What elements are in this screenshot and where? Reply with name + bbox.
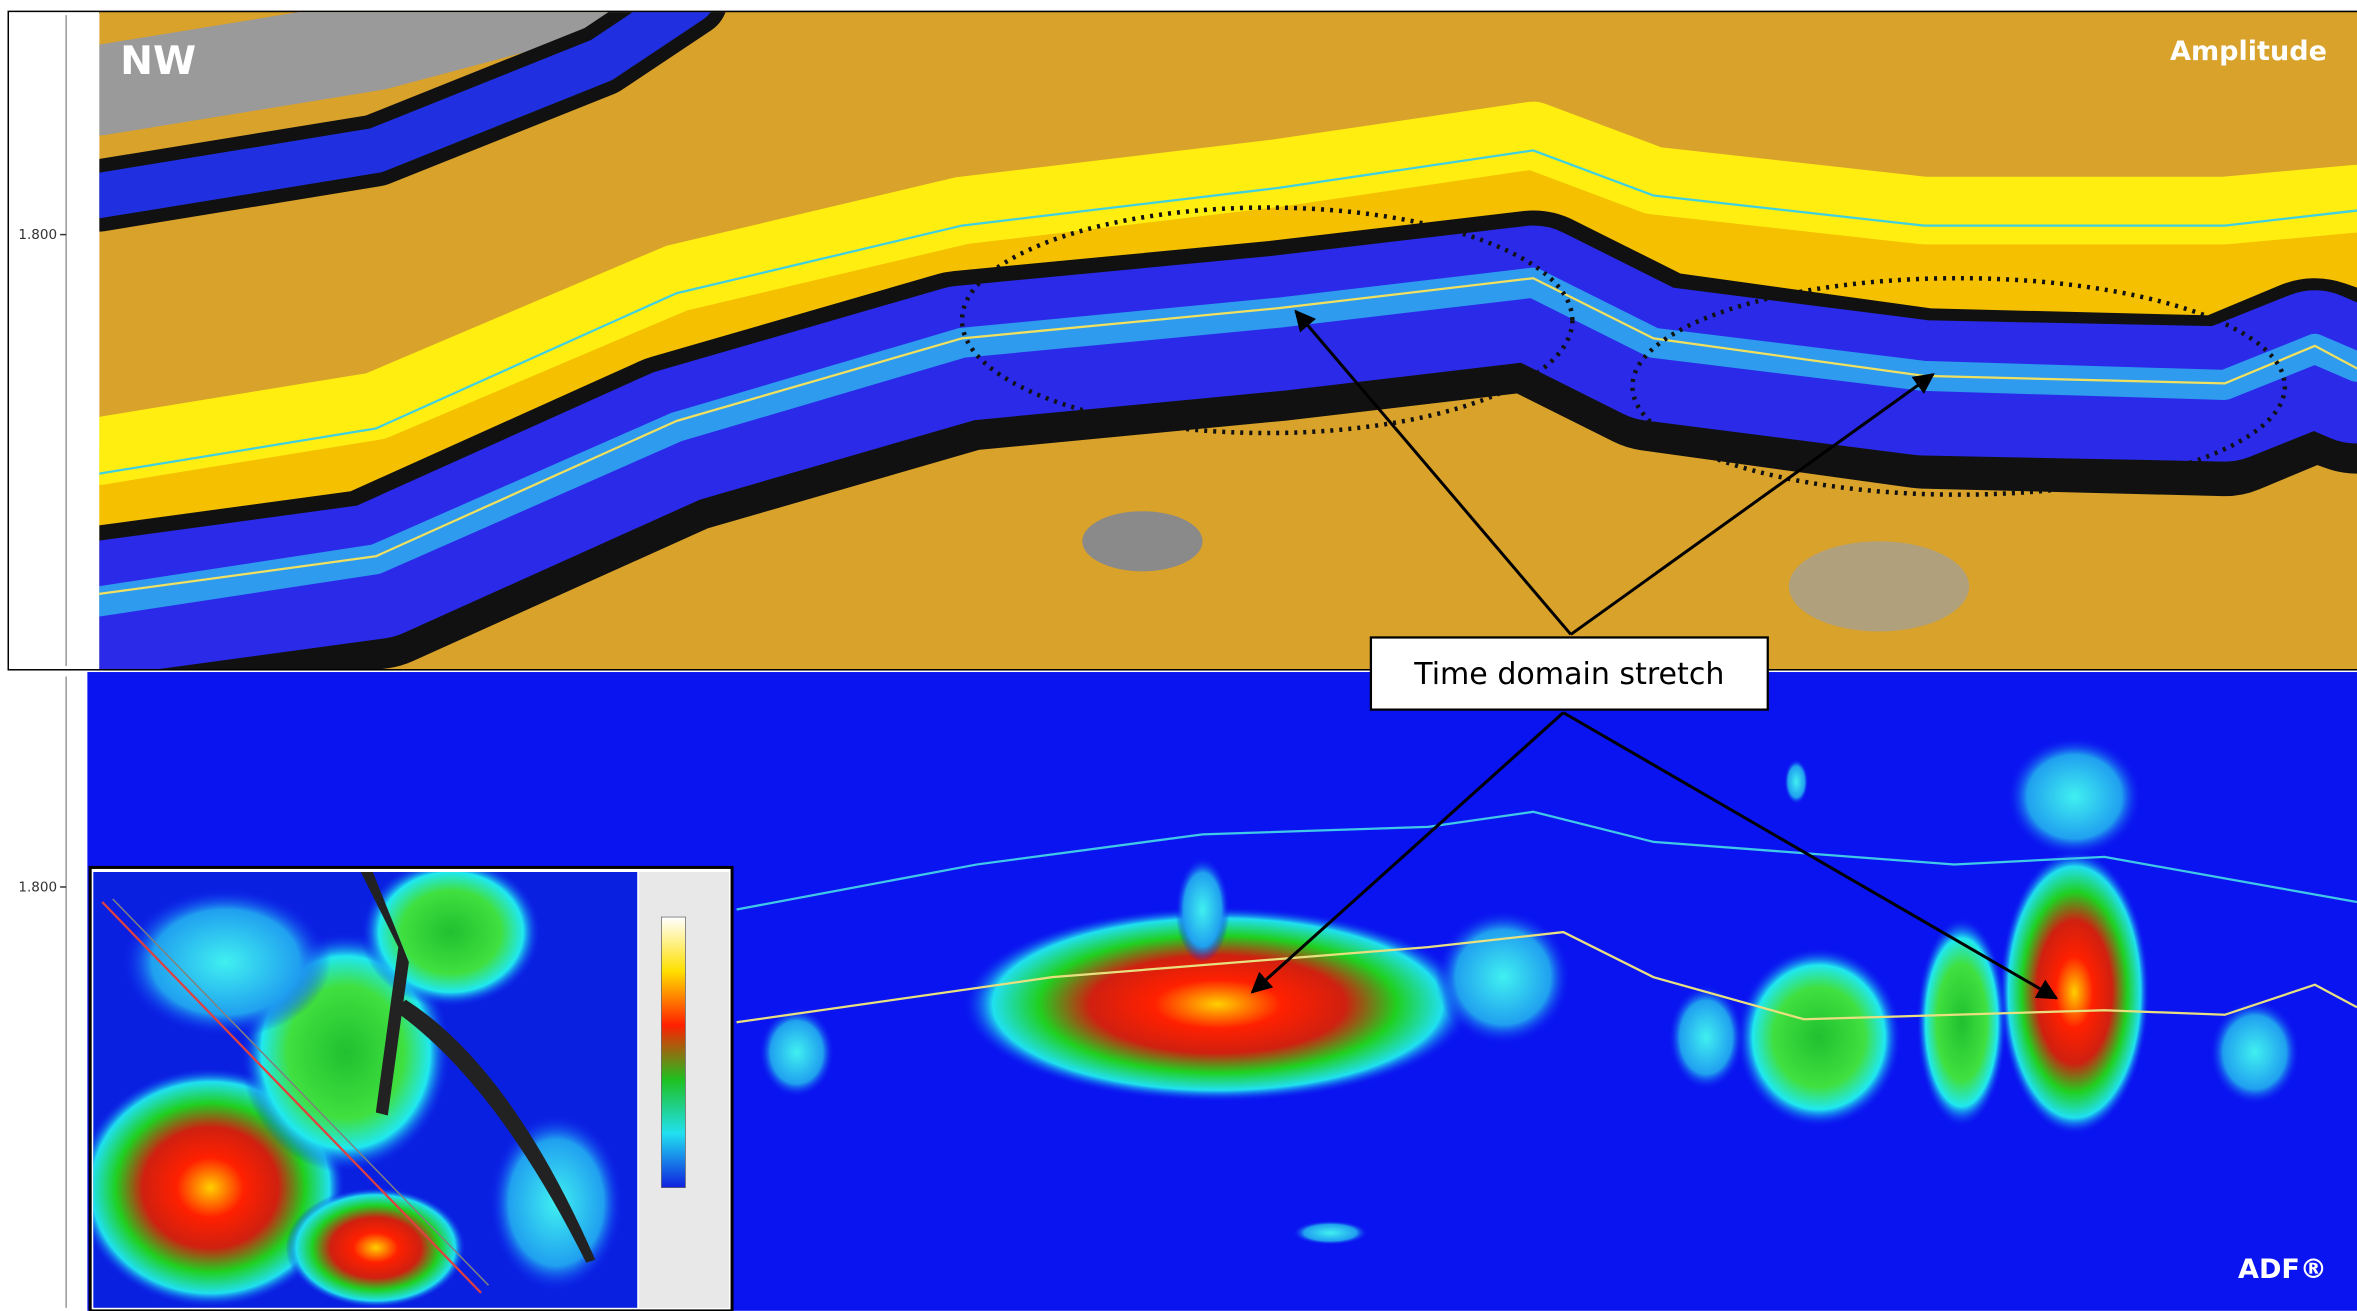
anomaly: [1436, 910, 1571, 1045]
anomaly: [1784, 759, 1808, 804]
map-anomaly: [286, 1188, 466, 1308]
anomaly: [1669, 985, 1744, 1090]
anomaly: [1917, 917, 2007, 1127]
gray-patch: [1789, 541, 1969, 631]
axis-label: 1.800: [18, 880, 57, 896]
panel-label: NW: [120, 39, 196, 84]
axis-strip: [9, 672, 87, 1311]
anomaly: [1736, 947, 1901, 1127]
panel-label: ADF®: [2238, 1254, 2327, 1285]
axis-label: 1.800: [18, 227, 57, 243]
panel-label: Amplitude: [2170, 36, 2327, 67]
amplitude-section: [99, 0, 2357, 669]
anomaly: [1999, 849, 2149, 1135]
map-anomaly: [361, 857, 541, 1007]
figure: 1.800 NW Amplitude 1.800 ADF® Time domai…: [0, 0, 2357, 1311]
inset-map: [75, 857, 732, 1311]
anomaly: [1175, 857, 1229, 962]
page: {"panels":{"top":{"label_left":"NW","lab…: [0, 0, 2357, 1311]
anomaly: [759, 1007, 834, 1097]
annotation-text: Time domain stretch: [1413, 657, 1724, 692]
anomaly: [2007, 737, 2142, 857]
axis-strip: [9, 12, 99, 669]
colorbar: [661, 917, 685, 1188]
anomaly: [1293, 1221, 1368, 1245]
gray-patch: [1082, 511, 1202, 571]
